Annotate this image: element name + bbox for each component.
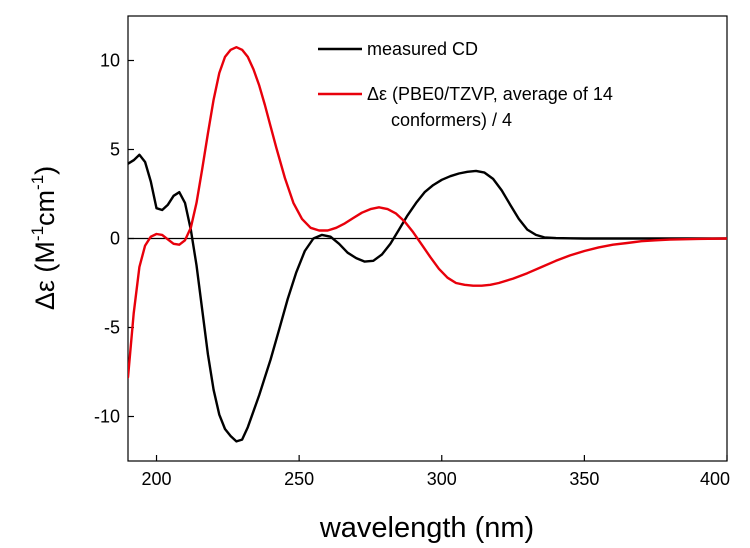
y-tick-label: 5 (110, 140, 120, 160)
plot-area (128, 46, 727, 443)
x-axis-title: wavelength (nm) (319, 512, 534, 544)
y-axis-title: Δε (M-1cm-1) (28, 166, 60, 310)
y-tick-label: -5 (104, 318, 120, 338)
legend: measured CD Δε (PBE0/TZVP, average of 14… (318, 39, 613, 130)
y-axis-title-base: Δε (M (30, 241, 60, 310)
legend-label-measured-cd: measured CD (367, 39, 478, 59)
series-line-measured-cd (128, 153, 727, 443)
y-axis-title-sup1: -1 (28, 226, 47, 241)
legend-label-computed-line1: Δε (PBE0/TZVP, average of 14 (367, 84, 613, 104)
y-axis-title-sup2: -1 (28, 175, 47, 190)
x-tick-label: 300 (427, 469, 457, 489)
y-axis-title-end: ) (30, 166, 60, 175)
x-tick-label: 400 (700, 469, 730, 489)
x-tick-label: 200 (142, 469, 172, 489)
x-axis-ticks: 200 250 300 350 400 (142, 455, 730, 489)
y-axis-ticks: -10 -5 0 5 10 (94, 51, 134, 427)
y-axis-title-mid: cm (30, 190, 60, 226)
series-line-computed-delta-epsilon (128, 46, 727, 379)
legend-label-computed-line2: conformers) / 4 (391, 110, 512, 130)
y-tick-label: 10 (100, 51, 120, 71)
y-tick-label: -10 (94, 407, 120, 427)
x-tick-label: 350 (569, 469, 599, 489)
x-tick-label: 250 (284, 469, 314, 489)
y-tick-label: 0 (110, 229, 120, 249)
